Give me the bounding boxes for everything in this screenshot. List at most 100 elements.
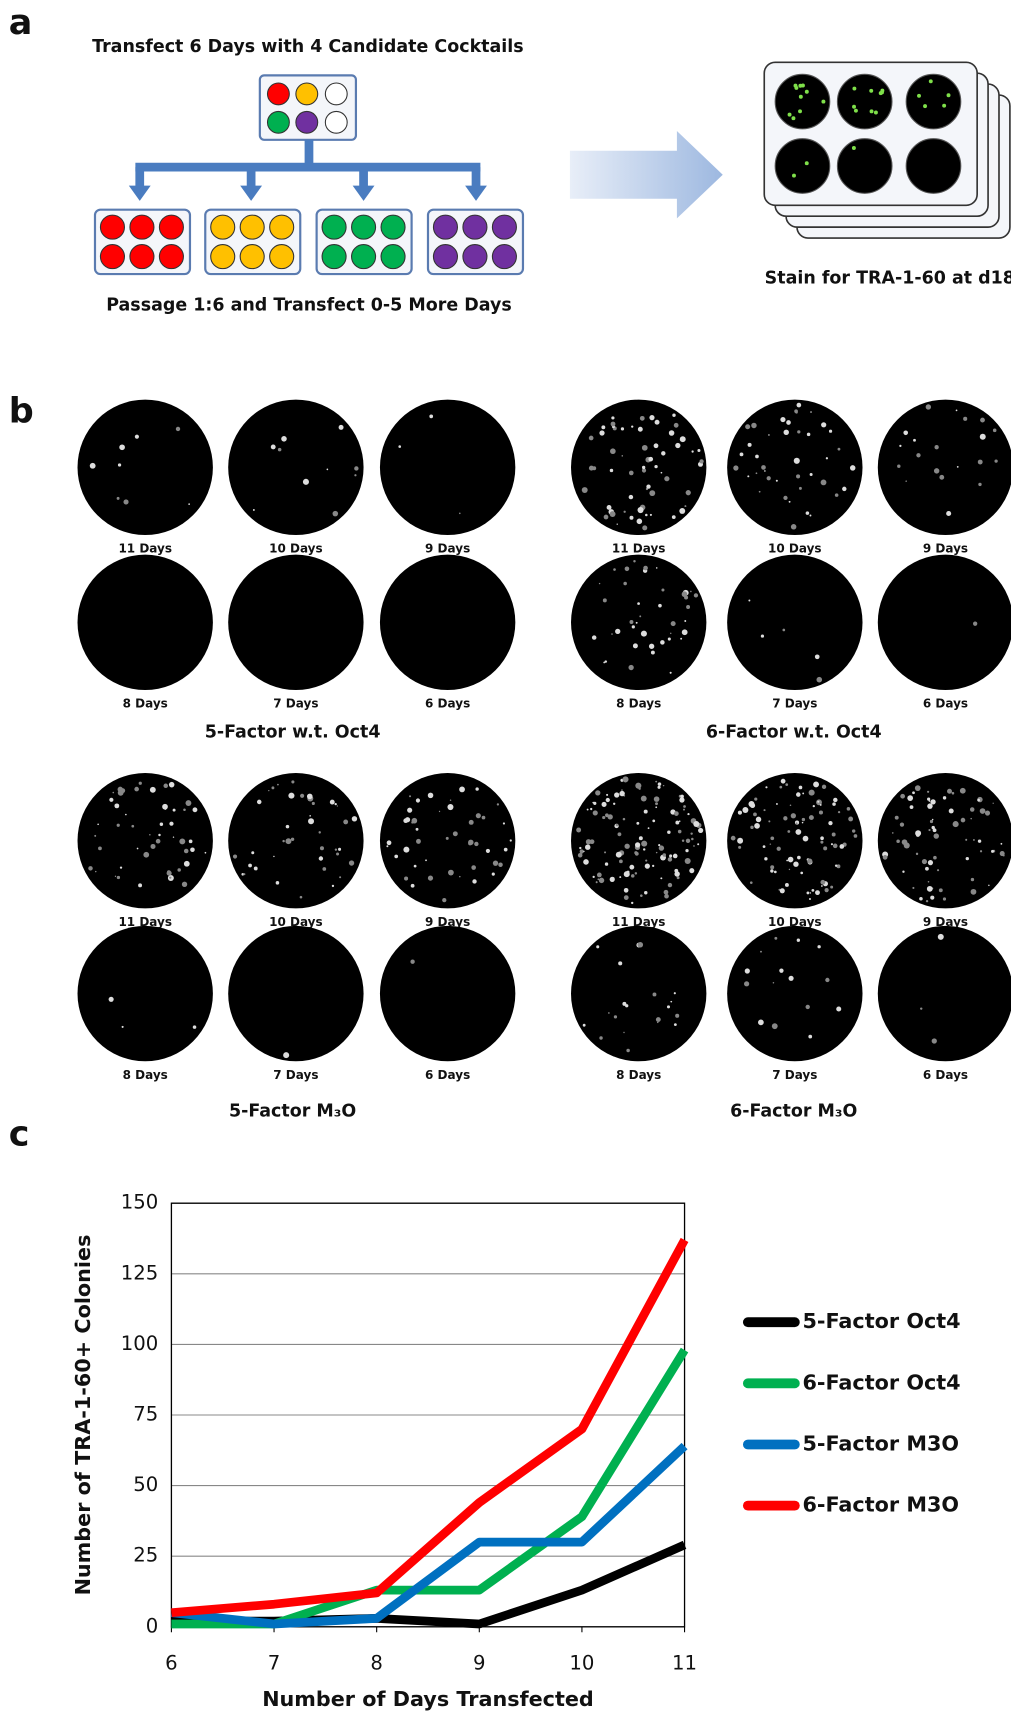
colony-spot xyxy=(782,628,786,632)
colony-spot xyxy=(472,879,477,884)
colony-spot xyxy=(634,872,638,875)
colony-spot xyxy=(603,514,609,520)
colony-spot xyxy=(764,470,766,472)
colony-spot xyxy=(415,827,419,831)
colony-spot xyxy=(459,875,461,878)
colony-spot xyxy=(183,860,190,867)
well xyxy=(351,244,377,270)
colony-spot xyxy=(779,968,784,973)
colony-spot xyxy=(809,892,812,894)
colony-spot xyxy=(670,1000,673,1003)
colony-spot xyxy=(837,810,841,814)
colony-spot xyxy=(576,827,582,833)
colony-spot xyxy=(243,873,246,876)
colony-spot xyxy=(846,807,851,811)
colony-spot xyxy=(623,871,630,878)
colony-spot xyxy=(988,884,990,887)
colony-spot xyxy=(641,468,647,473)
stained-well xyxy=(836,138,893,194)
colony-spot xyxy=(824,888,829,893)
colony-spot xyxy=(640,894,643,897)
colony-spot xyxy=(583,859,589,865)
colony-spot xyxy=(629,515,634,520)
colony-spot xyxy=(604,862,609,866)
colony-spot xyxy=(948,808,954,814)
colony-spot xyxy=(273,855,275,858)
colony-spot xyxy=(275,881,280,885)
colony-spot xyxy=(309,815,311,817)
colony-spot xyxy=(109,797,114,802)
colony-spot xyxy=(633,559,636,563)
colony-spot xyxy=(684,595,689,600)
colony-spot xyxy=(669,854,673,858)
colony-spot xyxy=(403,818,409,824)
well xyxy=(324,110,348,134)
colony-dot xyxy=(798,94,803,99)
colony-spot xyxy=(979,850,983,853)
colony-spot xyxy=(836,864,841,869)
colony-spot xyxy=(605,797,610,803)
colony-spot xyxy=(737,837,744,844)
colony-spot xyxy=(270,444,276,450)
colony-spot xyxy=(606,505,612,510)
colony-spot xyxy=(760,634,765,638)
colony-spot xyxy=(912,791,915,795)
colony-spot xyxy=(894,815,899,820)
colony-spot xyxy=(626,1048,630,1053)
colony-spot xyxy=(652,992,657,997)
colony-spot xyxy=(282,839,285,843)
colony-spot xyxy=(652,864,655,868)
colony-spot xyxy=(485,848,490,853)
colony-dot xyxy=(873,110,878,115)
colony-spot xyxy=(672,853,678,859)
colony-spot xyxy=(655,780,658,783)
colony-spot xyxy=(318,856,324,861)
colony-spot xyxy=(615,823,619,827)
colony-spot xyxy=(673,422,679,428)
colony-spot xyxy=(969,807,975,812)
colony-spot xyxy=(788,500,791,503)
colony-spot xyxy=(645,859,648,862)
colony-spot xyxy=(977,798,980,802)
colony-spot xyxy=(410,959,415,964)
colony-spot xyxy=(930,799,936,805)
colony-spot xyxy=(994,459,998,463)
colony-spot xyxy=(837,447,841,451)
colony-spot xyxy=(783,429,789,436)
colony-spot xyxy=(635,621,638,624)
colony-spot xyxy=(817,945,821,949)
colony-spot xyxy=(796,474,801,479)
colony-spot xyxy=(820,885,823,887)
colony-spot xyxy=(636,518,643,525)
colony-spot xyxy=(979,433,986,440)
colony-spot xyxy=(471,865,476,870)
colony-dot xyxy=(942,103,947,108)
well xyxy=(462,214,488,240)
tree-arrows xyxy=(135,139,481,188)
colony-spot xyxy=(780,778,786,784)
colony-spot xyxy=(849,465,856,471)
colony-dot xyxy=(928,79,933,84)
colony-spot xyxy=(509,839,512,842)
colony-spot xyxy=(94,834,97,837)
colony-spot xyxy=(662,784,665,787)
colony-spot xyxy=(138,781,142,785)
colony-spot xyxy=(164,808,167,810)
well-image xyxy=(228,773,364,909)
colony-spot xyxy=(643,848,646,851)
colony-spot xyxy=(671,515,676,520)
colony-spot xyxy=(733,465,739,471)
colony-spot xyxy=(796,402,802,408)
colony-spot xyxy=(832,843,838,849)
colony-spot xyxy=(610,448,616,455)
well-label: 10 Days xyxy=(269,542,323,556)
colony-spot xyxy=(978,482,982,487)
group-title: 5-Factor w.t. Oct4 xyxy=(205,723,381,743)
colony-dot xyxy=(800,83,805,88)
colony-spot xyxy=(601,801,607,807)
colony-spot xyxy=(271,786,275,790)
colony-spot xyxy=(447,804,454,811)
colony-spot xyxy=(677,829,682,834)
colony-spot xyxy=(675,820,680,825)
colony-spot xyxy=(766,476,771,481)
